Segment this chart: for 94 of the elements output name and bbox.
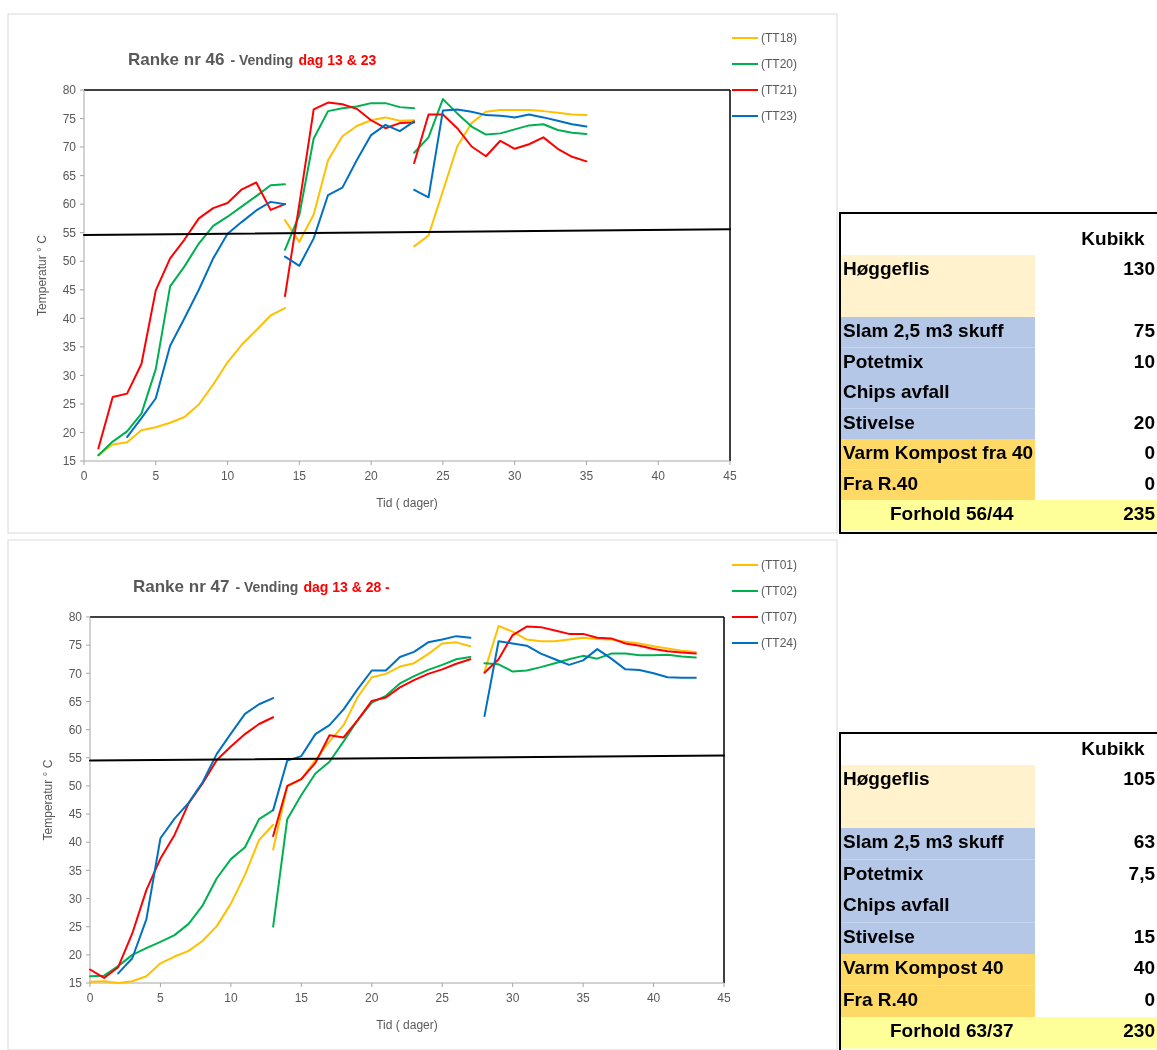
category-label: Høggeflis [843,768,930,789]
y-tick-label: 55 [68,750,83,765]
category-label: Høggeflis [843,258,930,279]
category-label: Forhold 63/37 [890,1020,1014,1041]
y-tick-label: 80 [62,83,77,98]
y-tick-label: 20 [62,425,77,440]
data-label: 40 [1133,957,1155,978]
category-label: Varm Kompost 40 [843,957,1004,978]
category-label: Chips avfall [843,381,950,402]
category-label: Potetmix [843,862,924,884]
x-tick-label: 45 [717,991,731,1005]
category-label: Stivelse [843,925,915,947]
y-tick-label: 65 [62,168,77,183]
data-label: 0 [1144,442,1155,463]
x-tick-label: 30 [507,469,522,483]
chart-subtitle: - Vending dag 13 & 23 [230,52,377,68]
y-tick-label: 50 [62,254,77,269]
category-label: Potetmix [843,350,924,372]
y-tick-label: 70 [68,666,83,681]
x-tick-label: 20 [365,991,379,1005]
data-label: 10 [1133,350,1155,372]
y-tick-label: 45 [68,807,83,822]
x-axis-title: Tid ( dager) [376,1018,438,1032]
y-tick-label: 45 [62,282,77,297]
y-tick-label: 70 [62,140,77,155]
x-tick-label: 5 [157,991,165,1005]
x-tick-label: 15 [292,469,307,483]
x-tick-label: 40 [646,991,661,1005]
y-tick-label: 25 [68,919,83,934]
legend-label: (TT20) [761,57,797,72]
y-tick-label: 30 [68,891,83,906]
y-tick-label: 75 [62,111,77,126]
y-tick-label: 40 [68,835,83,850]
y-tick-label: 60 [62,197,77,212]
category-label: Slam 2,5 m3 skuff [843,320,1005,341]
data-label: 7,5 [1128,862,1156,884]
legend-label: (TT24) [761,636,797,651]
y-tick-label: 35 [62,340,77,355]
y-tick-label: 20 [68,948,83,963]
y-tick-label: 35 [68,863,83,878]
y-tick-label: 55 [62,225,77,240]
legend-label: (TT18) [761,31,797,46]
data-label: 75 [1133,320,1156,341]
chart-title: Ranke nr 46 [128,50,225,69]
category-label: Chips avfall [843,894,950,915]
y-axis-title: Temperatur ° C [41,759,55,841]
x-tick-label: 25 [435,991,450,1005]
x-tick-label: 45 [723,469,737,483]
y-tick-label: 25 [62,397,77,412]
x-tick-label: 35 [576,991,591,1005]
y-tick-label: 15 [62,454,77,469]
text: Kubikk [1081,228,1146,249]
data-label: 230 [1123,1020,1155,1041]
y-tick-label: 60 [68,722,83,737]
y-tick-label: 30 [62,368,77,383]
y-tick-label: 80 [68,610,83,625]
category-label: Stivelse [843,411,915,433]
chart-subtitle: - Vending dag 13 & 28 - [235,579,391,595]
x-tick-label: 40 [651,469,666,483]
x-tick-label: 30 [505,991,520,1005]
legend-label: (TT23) [761,109,797,124]
y-tick-label: 15 [68,976,83,991]
data-label: 105 [1123,768,1156,789]
data-label: 63 [1133,831,1155,852]
y-tick-label: 50 [68,779,83,794]
x-tick-label: 15 [294,991,309,1005]
x-tick-label: 20 [364,469,379,483]
x-tick-label: 10 [224,991,238,1005]
x-axis-title: Tid ( dager) [376,496,438,510]
x-tick-label: 35 [579,469,594,483]
y-tick-label: 40 [62,311,77,326]
x-tick-label: 0 [80,469,88,483]
text: Kubikk [1081,738,1146,759]
x-tick-label: 0 [86,991,94,1005]
category-label: Forhold 56/44 [890,503,1014,524]
data-label: 130 [1123,258,1155,279]
y-tick-label: 75 [68,638,83,653]
chart-title: Ranke nr 47 [133,577,230,596]
y-tick-label: 65 [68,694,83,709]
category-label: Slam 2,5 m3 skuff [843,831,1005,852]
legend-label: (TT02) [761,584,797,599]
data-label: 235 [1123,503,1156,524]
y-axis-title: Temperatur ° C [35,234,49,316]
legend-label: (TT21) [761,83,797,98]
x-tick-label: 5 [152,469,160,483]
category-label: Fra R.40 [843,472,918,494]
legend-label: (TT01) [761,558,797,573]
legend-label: (TT07) [761,610,797,625]
x-tick-label: 25 [436,469,450,483]
category-label: Varm Kompost fra 40 [843,442,1034,463]
data-label: 20 [1133,411,1155,433]
data-label: 15 [1133,925,1156,947]
category-label: Fra R.40 [843,988,918,1010]
x-tick-label: 10 [220,469,235,483]
